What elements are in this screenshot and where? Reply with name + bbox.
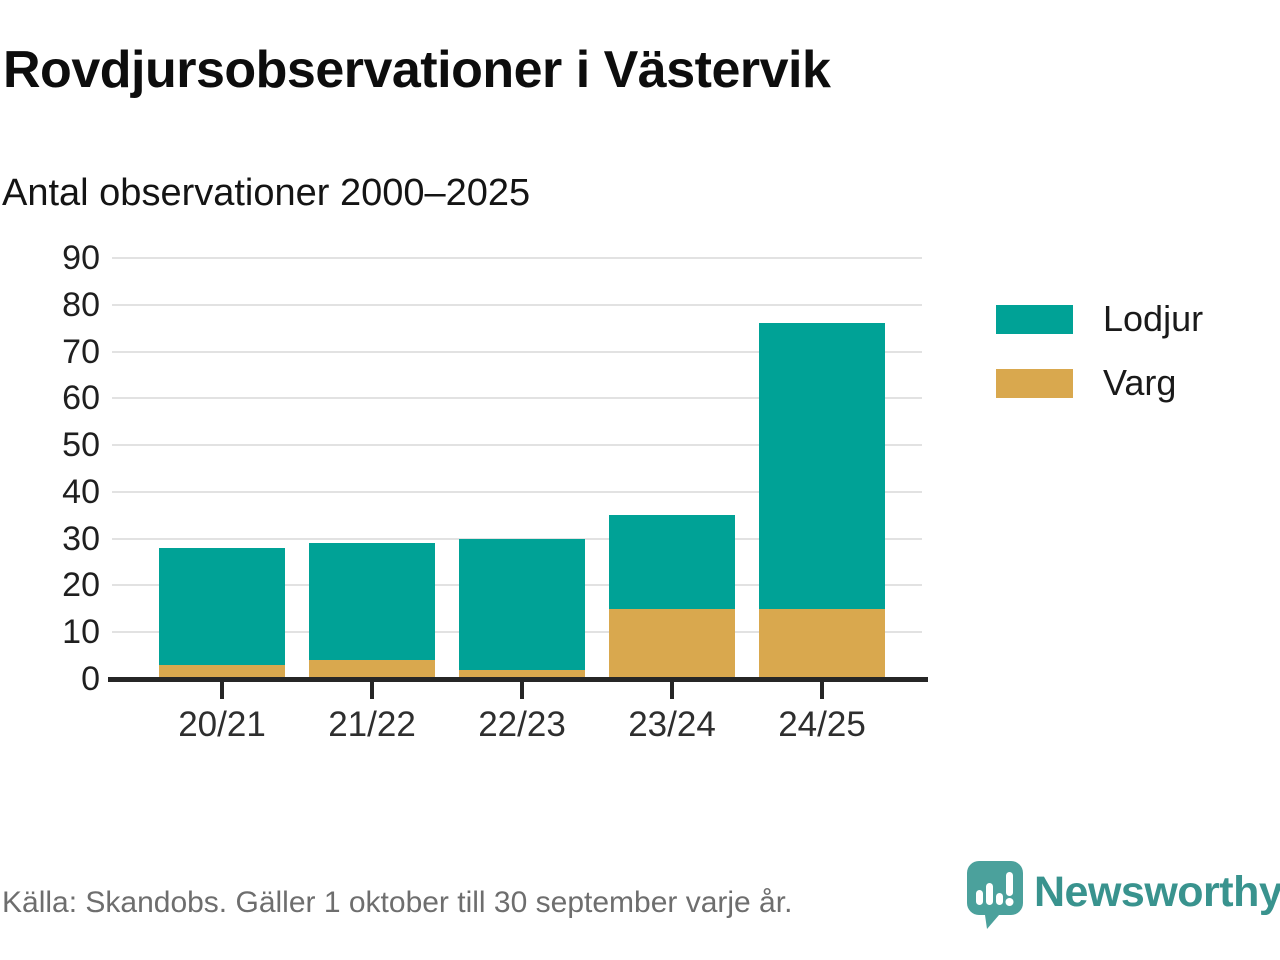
bar-23-24-lodjur <box>609 515 735 609</box>
gridline-90 <box>112 257 922 259</box>
gridline-70 <box>112 350 922 353</box>
bar-21-22-varg <box>309 660 435 679</box>
bar-20-21-lodjur <box>159 548 285 665</box>
y-axis-label-60: 60 <box>62 379 100 418</box>
gridline-50 <box>112 444 922 447</box>
x-axis-label-20-21: 20/21 <box>178 705 266 744</box>
x-tick-24-25 <box>820 682 824 699</box>
x-axis-label-23-24: 23/24 <box>628 705 716 744</box>
brand-name: Newsworthy <box>1034 868 1280 916</box>
y-axis-label-40: 40 <box>62 472 100 511</box>
chart-subtitle: Antal observationer 2000–2025 <box>2 172 531 214</box>
chart-legend: Lodjur Varg <box>996 301 1203 429</box>
bar-22-23-varg <box>459 669 585 679</box>
y-axis-label-80: 80 <box>62 285 100 324</box>
x-axis-label-24-25: 24/25 <box>778 705 866 744</box>
legend-item-lodjur: Lodjur <box>996 301 1203 337</box>
x-tick-20-21 <box>220 682 224 699</box>
y-axis-label-20: 20 <box>62 566 100 605</box>
bar-24-25-lodjur <box>759 323 885 609</box>
newsworthy-logo: Newsworthy <box>966 860 1280 930</box>
source-note: Källa: Skandobs. Gäller 1 oktober till 3… <box>2 886 793 919</box>
legend-label-lodjur: Lodjur <box>1103 298 1204 339</box>
y-axis-label-90: 90 <box>62 239 100 277</box>
x-axis-label-22-23: 22/23 <box>478 705 566 744</box>
bar-24-25-varg <box>759 608 885 679</box>
bar-22-23-lodjur <box>459 538 585 670</box>
x-tick-22-23 <box>520 682 524 699</box>
bar-23-24-varg <box>609 608 735 679</box>
y-axis-label-10: 10 <box>62 613 100 652</box>
gridline-40 <box>112 490 922 493</box>
y-axis-label-30: 30 <box>62 519 100 558</box>
lodjur-swatch-icon <box>996 304 1073 334</box>
gridline-60 <box>112 397 922 400</box>
y-axis-label-50: 50 <box>62 426 100 465</box>
x-axis-line <box>108 677 928 682</box>
x-axis-label-21-22: 21/22 <box>328 705 416 744</box>
newsworthy-bubble-chart-icon <box>967 861 1023 929</box>
x-tick-23-24 <box>670 682 674 699</box>
gridline-80 <box>112 303 922 306</box>
y-axis-label-0: 0 <box>81 660 100 698</box>
x-tick-21-22 <box>370 682 374 699</box>
varg-swatch-icon <box>996 368 1073 398</box>
bar-21-22-lodjur <box>309 543 435 661</box>
page-title: Rovdjursobservationer i Västervik <box>3 41 831 99</box>
bar-20-21-varg <box>159 664 285 679</box>
y-axis-label-70: 70 <box>62 332 100 371</box>
legend-label-varg: Varg <box>1103 362 1177 403</box>
legend-item-varg: Varg <box>996 365 1203 401</box>
